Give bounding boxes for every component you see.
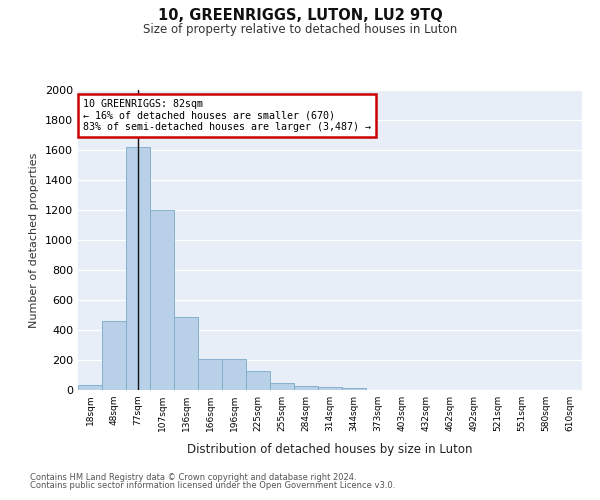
Bar	[295, 386, 317, 390]
Y-axis label: Number of detached properties: Number of detached properties	[29, 152, 40, 328]
Bar	[79, 385, 101, 390]
Bar	[151, 210, 173, 390]
Bar	[175, 316, 197, 390]
Text: Distribution of detached houses by size in Luton: Distribution of detached houses by size …	[187, 442, 473, 456]
Bar	[223, 358, 245, 390]
Bar	[127, 147, 149, 390]
Text: Contains public sector information licensed under the Open Government Licence v3: Contains public sector information licen…	[30, 481, 395, 490]
Text: 10 GREENRIGGS: 82sqm
← 16% of detached houses are smaller (670)
83% of semi-deta: 10 GREENRIGGS: 82sqm ← 16% of detached h…	[83, 99, 371, 132]
Bar	[343, 388, 365, 390]
Bar	[247, 370, 269, 390]
Bar	[103, 321, 125, 390]
Text: 10, GREENRIGGS, LUTON, LU2 9TQ: 10, GREENRIGGS, LUTON, LU2 9TQ	[158, 8, 442, 22]
Bar	[319, 387, 341, 390]
Text: Contains HM Land Registry data © Crown copyright and database right 2024.: Contains HM Land Registry data © Crown c…	[30, 472, 356, 482]
Bar	[199, 358, 221, 390]
Bar	[271, 383, 293, 390]
Text: Size of property relative to detached houses in Luton: Size of property relative to detached ho…	[143, 22, 457, 36]
